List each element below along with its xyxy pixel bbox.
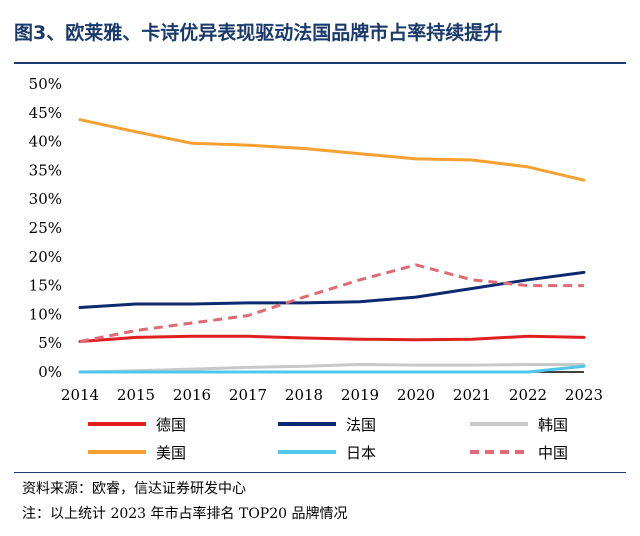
y-tick-label: 15% [29,277,62,295]
legend-label: 中国 [538,444,568,462]
series-line-中国 [79,263,584,343]
x-tick-label: 2022 [509,386,547,404]
x-tick-label: 2020 [397,386,435,404]
series-line-美国 [78,118,586,182]
y-tick-label: 35% [29,161,62,179]
x-tick-label: 2018 [285,386,323,404]
y-tick-label: 20% [29,248,62,266]
y-tick-label: 40% [29,133,62,151]
x-tick-label: 2015 [117,386,155,404]
line-chart: 0% 5% 10% 15% 20% 25% 30% 35% 40% 45% 50% 2014 2015… [29,75,603,462]
footer-rule [14,472,626,473]
legend-label: 德国 [156,416,186,434]
series-line-法国 [78,270,586,309]
series-line-德国 [78,334,586,343]
legend-label: 法国 [346,416,376,434]
y-tick-label: 30% [29,190,62,208]
x-tick-label: 2023 [565,386,603,404]
y-tick-label: 45% [29,104,62,122]
title-underline [14,62,626,64]
legend-label: 日本 [346,444,376,462]
y-axis-ticks: 0% 5% 10% 15% 20% 25% 30% 35% 40% 45% 50% [29,75,62,381]
x-axis-ticks: 2014 2015 2016 2017 2018 2019 2020 2021 2022 2023 [61,386,603,404]
source-note: 资料来源：欧睿，信达证券研发中心 [22,481,246,497]
series-lines [78,118,586,374]
series-line-日本 [78,364,586,374]
legend-label: 美国 [156,444,186,462]
x-tick-label: 2014 [61,386,99,404]
x-tick-label: 2017 [229,386,267,404]
y-tick-label: 50% [29,75,62,93]
legend-label: 韩国 [538,416,568,434]
footnote: 注：以上统计 2023 年市占率排名 TOP20 品牌情况 [22,506,348,522]
y-tick-label: 5% [38,334,62,352]
x-tick-label: 2019 [341,386,379,404]
y-tick-label: 0% [38,363,62,381]
x-tick-label: 2016 [173,386,211,404]
series-line-韩国 [78,363,586,374]
x-tick-label: 2021 [453,386,491,404]
chart-title: 图3、欧莱雅、卡诗优异表现驱动法国品牌市占率持续提升 [14,22,503,44]
y-tick-label: 25% [29,219,62,237]
y-tick-label: 10% [29,305,62,323]
